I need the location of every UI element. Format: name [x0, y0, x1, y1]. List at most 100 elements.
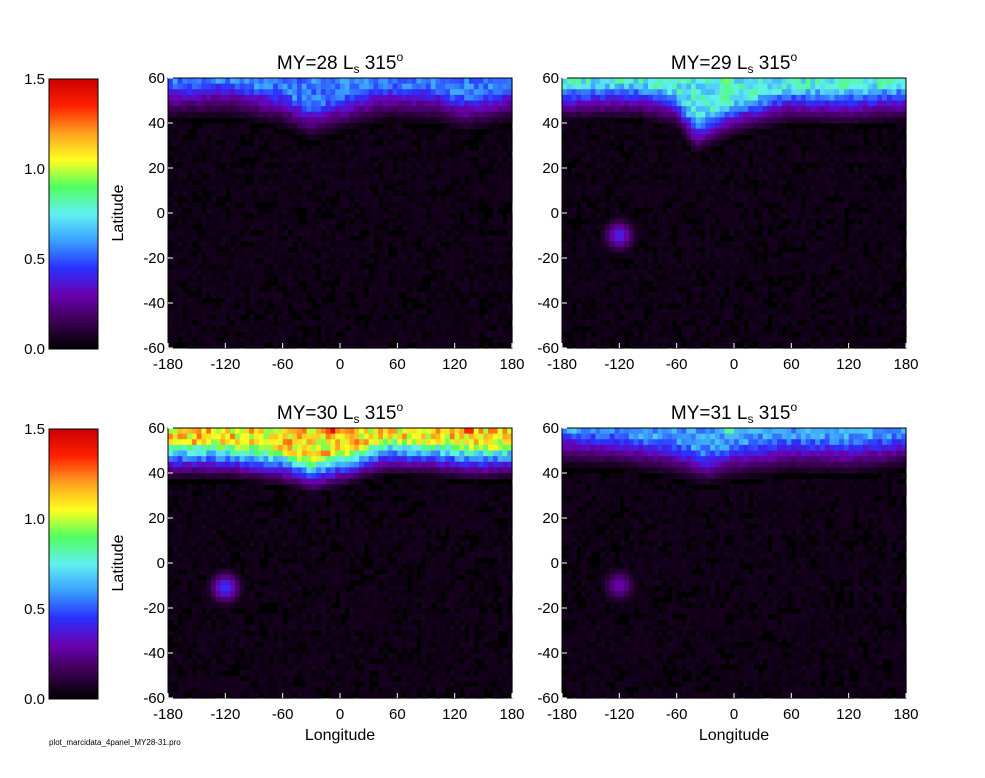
heatmap-cell — [772, 196, 778, 203]
heatmap-cell — [215, 207, 222, 214]
heatmap-cell — [777, 291, 783, 298]
heatmap-cell — [581, 241, 587, 248]
heatmap-cell — [719, 190, 726, 197]
heatmap-cell — [268, 336, 274, 343]
heatmap-cell — [624, 111, 630, 118]
heatmap-cell — [507, 308, 513, 315]
heatmap-cell — [810, 184, 816, 192]
heatmap-cell — [234, 235, 241, 242]
heatmap-cell — [767, 134, 773, 141]
heatmap-cell — [483, 134, 489, 141]
heatmap-cell — [306, 128, 312, 135]
heatmap-cell — [177, 100, 183, 107]
heatmap-cell — [710, 168, 716, 175]
heatmap-cell — [406, 258, 413, 265]
heatmap-cell — [478, 235, 484, 242]
heatmap-cell — [777, 78, 783, 85]
heatmap-cell — [507, 224, 513, 231]
heatmap-cell — [492, 134, 499, 141]
heatmap-cell — [562, 111, 568, 118]
heatmap-cell — [277, 89, 284, 96]
heatmap-cell — [363, 162, 370, 169]
heatmap-cell — [440, 336, 446, 343]
heatmap-cell — [172, 151, 179, 158]
heatmap-cell — [363, 213, 370, 220]
heatmap-cell — [729, 314, 735, 321]
heatmap-cell — [234, 89, 241, 96]
heatmap-cell — [691, 269, 697, 276]
heatmap-cell — [230, 83, 236, 90]
heatmap-cell — [734, 78, 740, 85]
heatmap-cell — [368, 145, 375, 152]
heatmap-cell — [411, 156, 418, 163]
heatmap-cell — [815, 179, 821, 186]
heatmap-cell — [368, 314, 375, 321]
colorbar-tick-label: 1.5 — [24, 421, 45, 438]
heatmap-cell — [445, 308, 451, 315]
heatmap-cell — [249, 111, 255, 118]
heatmap-cell — [633, 286, 640, 293]
heatmap-cell — [705, 151, 711, 158]
heatmap-cell — [383, 123, 389, 130]
heatmap-cell — [781, 156, 788, 163]
heatmap-cell — [605, 117, 611, 124]
heatmap-cell — [340, 303, 346, 310]
heatmap-cell — [585, 145, 592, 152]
heatmap-cell — [449, 156, 456, 163]
heatmap-cell — [359, 246, 365, 253]
heatmap-cell — [196, 336, 203, 343]
heatmap-cell — [234, 184, 241, 192]
heatmap-cell — [729, 207, 735, 214]
heatmap-cell — [282, 218, 289, 225]
heatmap-cell — [406, 117, 413, 124]
heatmap-cell — [416, 207, 422, 214]
heatmap-cell — [168, 246, 174, 253]
heatmap-cell — [378, 319, 384, 327]
heatmap-cell — [440, 168, 446, 175]
heatmap-cell — [815, 128, 821, 135]
heatmap-cell — [344, 179, 351, 186]
heatmap-cell — [691, 308, 697, 315]
heatmap-cell — [595, 139, 601, 147]
heatmap-cell — [705, 308, 711, 315]
heatmap-cell — [590, 184, 597, 192]
heatmap-cell — [652, 291, 659, 298]
heatmap-cell — [619, 235, 625, 242]
heatmap-cell — [258, 218, 265, 225]
heatmap-cell — [648, 94, 654, 102]
heatmap-cell — [354, 78, 360, 85]
heatmap-cell — [805, 196, 812, 203]
heatmap-cell — [201, 319, 207, 327]
heatmap-cell — [268, 94, 274, 102]
heatmap-cell — [638, 111, 644, 118]
heatmap-cell — [502, 190, 508, 197]
heatmap-cell — [239, 128, 246, 135]
heatmap-cell — [354, 179, 360, 186]
heatmap-cell — [628, 128, 635, 135]
heatmap-cell — [834, 179, 840, 186]
heatmap-cell — [258, 308, 265, 315]
heatmap-cell — [268, 258, 274, 265]
heatmap-cell — [330, 325, 336, 332]
heatmap-cell — [724, 213, 730, 220]
heatmap-cell — [292, 162, 298, 169]
heatmap-cell — [585, 252, 592, 259]
heatmap-cell — [800, 280, 807, 287]
heatmap-cell — [239, 297, 246, 304]
heatmap-cell — [311, 78, 317, 85]
heatmap-cell — [363, 196, 370, 203]
heatmap-cell — [282, 229, 289, 237]
heatmap-cell — [767, 94, 773, 102]
heatmap-cell — [605, 151, 611, 158]
heatmap-cell — [325, 78, 332, 85]
heatmap-cell — [254, 269, 260, 276]
heatmap-cell — [316, 179, 322, 186]
heatmap-cell — [349, 201, 355, 208]
heatmap-cell — [411, 134, 418, 141]
heatmap-cell — [387, 207, 394, 214]
heatmap-cell — [738, 297, 745, 304]
heatmap-cell — [643, 106, 649, 113]
heatmap-cell — [502, 241, 508, 248]
heatmap-cell — [762, 190, 769, 197]
heatmap-cell — [796, 184, 802, 192]
